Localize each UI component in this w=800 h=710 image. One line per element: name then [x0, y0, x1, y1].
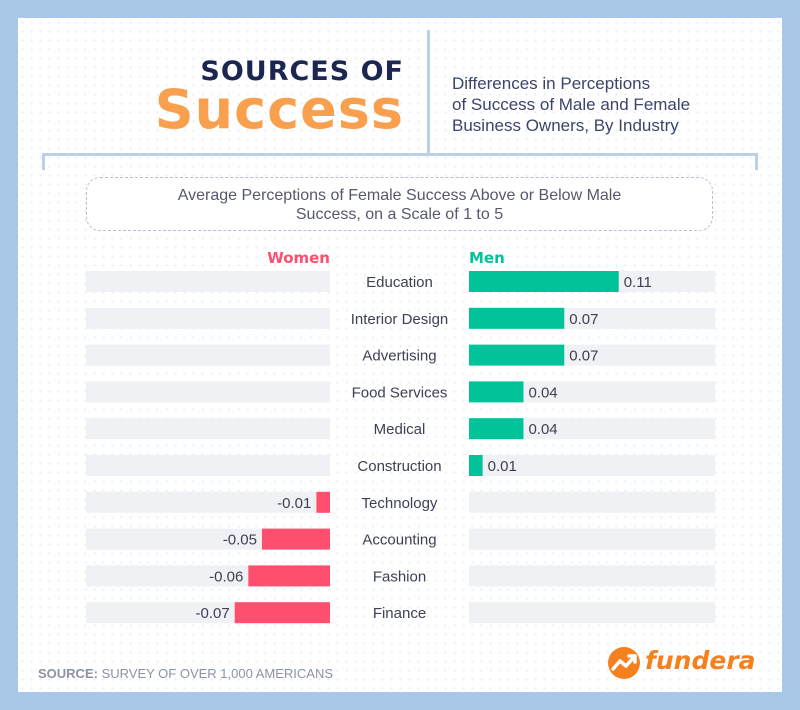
- bar-men: [469, 381, 524, 403]
- value-label: -0.07: [196, 605, 230, 622]
- women-track: [86, 455, 330, 476]
- category-label: Accounting: [362, 532, 436, 549]
- subtitle: Differences in Perceptions of Success of…: [452, 73, 782, 136]
- divider-tick-left: [42, 153, 45, 170]
- women-track: [86, 307, 330, 329]
- subtitle-line: of Success of Male and Female: [452, 95, 691, 114]
- men-track: [469, 381, 715, 403]
- bar-women: [261, 528, 330, 550]
- value-label: 0.11: [624, 274, 652, 291]
- source-note: SOURCE: SURVEY OF OVER 1,000 AMERICANS: [38, 666, 333, 681]
- category-label: Education: [366, 274, 433, 291]
- category-label: Medical: [374, 421, 426, 438]
- bar-men: [469, 344, 565, 366]
- bar-men: [469, 418, 524, 440]
- chart-title-line: Average Perceptions of Female Success Ab…: [177, 187, 622, 204]
- category-label: Food Services: [352, 384, 448, 401]
- value-label: 0.04: [528, 421, 557, 438]
- chart-title-line: Success, on a Scale of 1 to 5: [295, 206, 504, 223]
- women-track: [86, 344, 330, 366]
- category-label: Construction: [357, 458, 441, 475]
- value-label: -0.05: [223, 532, 257, 549]
- men-track: [469, 565, 715, 587]
- women-label: Women: [267, 249, 330, 267]
- title-line-2: Success: [154, 78, 404, 141]
- subtitle-line: Differences in Perceptions: [452, 74, 651, 93]
- men-track: [469, 602, 715, 624]
- men-track: [469, 528, 715, 550]
- value-label: 0.01: [488, 458, 517, 475]
- value-label: -0.06: [209, 568, 243, 585]
- chart-title-box: [86, 177, 713, 231]
- header-divider-horizontal: [42, 153, 758, 156]
- value-label: 0.07: [569, 348, 598, 365]
- bar-men: [469, 307, 565, 329]
- women-track: [86, 381, 330, 403]
- bar-women: [234, 602, 330, 624]
- women-track: [86, 271, 330, 292]
- bar-women: [248, 565, 330, 587]
- fundera-chart-icon: [608, 647, 640, 679]
- women-track: [86, 418, 330, 440]
- men-track: [469, 418, 715, 440]
- source-label: SOURCE:: [38, 666, 98, 681]
- men-track: [469, 455, 715, 476]
- bar-women: [316, 491, 330, 513]
- category-label: Advertising: [362, 348, 436, 365]
- chart-title: Average Perceptions of Female Success Ab…: [86, 186, 713, 224]
- value-label: 0.07: [569, 311, 598, 328]
- women-track: [86, 491, 330, 513]
- men-track: [469, 491, 715, 513]
- source-text: SURVEY OF OVER 1,000 AMERICANS: [101, 666, 334, 681]
- logo-text: fundera: [645, 646, 756, 675]
- category-label: Fashion: [373, 568, 426, 585]
- value-label: 0.04: [528, 384, 557, 401]
- header-divider-vertical: [427, 30, 430, 156]
- category-label: Finance: [373, 605, 426, 622]
- subtitle-line: Business Owners, By Industry: [452, 116, 679, 135]
- category-label: Technology: [362, 495, 438, 512]
- divider-tick-right: [755, 153, 758, 170]
- bar-men: [469, 455, 483, 476]
- men-label: Men: [469, 249, 505, 267]
- title-line-1: SOURCES OF: [200, 56, 404, 87]
- category-label: Interior Design: [351, 311, 449, 328]
- bar-men: [469, 271, 619, 292]
- value-label: -0.01: [277, 495, 311, 512]
